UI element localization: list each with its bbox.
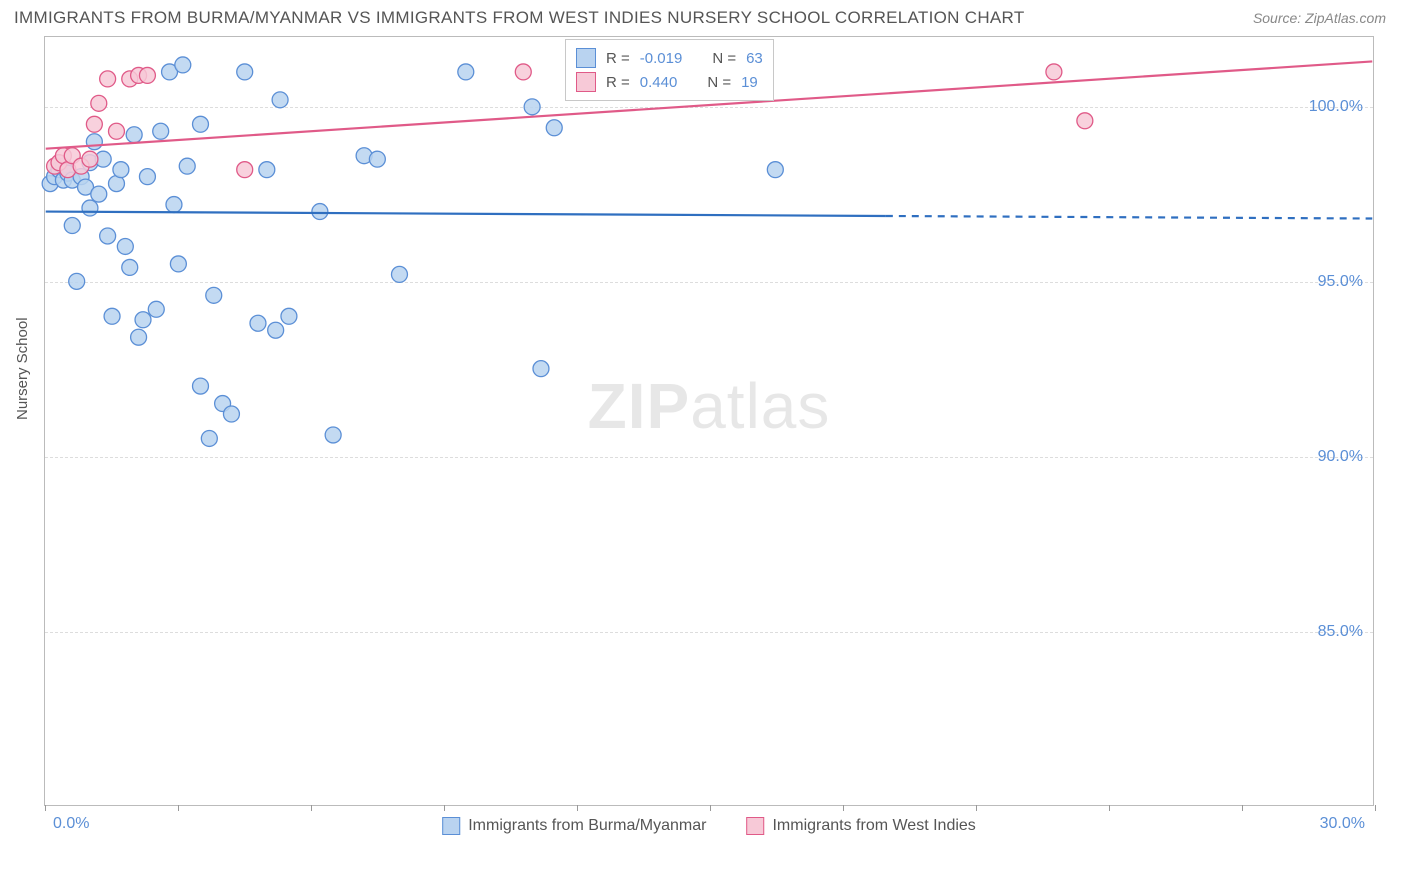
x-tick [311, 805, 312, 811]
scatter-point-series-a [546, 120, 562, 136]
scatter-point-series-a [91, 186, 107, 202]
x-tick [178, 805, 179, 811]
x-tick [843, 805, 844, 811]
scatter-point-series-a [533, 361, 549, 377]
scatter-point-series-a [113, 162, 129, 178]
scatter-point-series-a [179, 158, 195, 174]
scatter-point-series-a [153, 123, 169, 139]
legend-label-series-a: Immigrants from Burma/Myanmar [468, 817, 706, 835]
scatter-point-series-b [82, 151, 98, 167]
legend-label-series-b: Immigrants from West Indies [772, 817, 975, 835]
scatter-point-series-b [108, 123, 124, 139]
scatter-point-series-a [86, 134, 102, 150]
scatter-point-series-a [148, 301, 164, 317]
scatter-point-series-b [1046, 64, 1062, 80]
scatter-point-series-b [515, 64, 531, 80]
scatter-point-series-a [312, 204, 328, 220]
scatter-point-series-a [131, 329, 147, 345]
r-value-series-b: 0.440 [640, 74, 678, 91]
scatter-point-series-a [458, 64, 474, 80]
x-tick [45, 805, 46, 811]
bottom-legend: Immigrants from Burma/Myanmar Immigrants… [442, 817, 976, 835]
n-value-series-b: 19 [741, 74, 758, 91]
scatter-point-series-a [767, 162, 783, 178]
scatter-point-series-a [193, 378, 209, 394]
scatter-point-series-a [391, 266, 407, 282]
r-value-series-a: -0.019 [640, 50, 683, 67]
r-label: R = [606, 74, 630, 91]
chart-title: IMMIGRANTS FROM BURMA/MYANMAR VS IMMIGRA… [14, 8, 1025, 28]
scatter-point-series-a [272, 92, 288, 108]
x-tick [444, 805, 445, 811]
scatter-point-series-a [175, 57, 191, 73]
source-attribution: Source: ZipAtlas.com [1253, 10, 1386, 26]
legend-swatch-series-a [576, 48, 596, 68]
scatter-point-series-a [369, 151, 385, 167]
x-tick [976, 805, 977, 811]
n-label: N = [712, 50, 736, 67]
scatter-point-series-a [117, 238, 133, 254]
x-axis-min-label: 0.0% [53, 815, 89, 833]
trend-line-series-a-dashed [886, 216, 1372, 219]
x-tick [577, 805, 578, 811]
scatter-point-series-a [237, 64, 253, 80]
scatter-point-series-a [259, 162, 275, 178]
scatter-point-series-a [104, 308, 120, 324]
scatter-point-series-a [170, 256, 186, 272]
scatter-point-series-b [1077, 113, 1093, 129]
scatter-point-series-a [100, 228, 116, 244]
legend-row-series-b: R = 0.440 N = 19 [576, 70, 763, 94]
scatter-point-series-a [126, 127, 142, 143]
scatter-point-series-a [201, 430, 217, 446]
scatter-point-series-a [524, 99, 540, 115]
scatter-point-series-a [135, 312, 151, 328]
legend-item-series-a: Immigrants from Burma/Myanmar [442, 817, 706, 835]
r-label: R = [606, 50, 630, 67]
legend-row-series-a: R = -0.019 N = 63 [576, 46, 763, 70]
scatter-svg [45, 37, 1373, 805]
scatter-point-series-a [69, 273, 85, 289]
n-value-series-a: 63 [746, 50, 763, 67]
scatter-point-series-b [100, 71, 116, 87]
legend-item-series-b: Immigrants from West Indies [746, 817, 975, 835]
scatter-point-series-b [86, 116, 102, 132]
correlation-legend-box: R = -0.019 N = 63 R = 0.440 N = 19 [565, 39, 774, 101]
scatter-point-series-a [223, 406, 239, 422]
trend-line-series-a [46, 212, 886, 216]
scatter-point-series-a [281, 308, 297, 324]
legend-swatch-b-icon [746, 817, 764, 835]
legend-swatch-a-icon [442, 817, 460, 835]
scatter-point-series-a [139, 169, 155, 185]
x-tick [710, 805, 711, 811]
scatter-point-series-b [237, 162, 253, 178]
scatter-point-series-a [82, 200, 98, 216]
scatter-point-series-a [268, 322, 284, 338]
n-label: N = [707, 74, 731, 91]
scatter-point-series-a [250, 315, 266, 331]
scatter-point-series-a [122, 259, 138, 275]
scatter-point-series-b [91, 95, 107, 111]
scatter-point-series-a [193, 116, 209, 132]
scatter-point-series-a [325, 427, 341, 443]
scatter-point-series-a [166, 197, 182, 213]
y-axis-title: Nursery School [14, 317, 31, 420]
scatter-point-series-a [64, 218, 80, 234]
x-tick [1242, 805, 1243, 811]
x-tick [1375, 805, 1376, 811]
x-axis-max-label: 30.0% [1320, 815, 1365, 833]
legend-swatch-series-b [576, 72, 596, 92]
x-tick [1109, 805, 1110, 811]
chart-plot-area: 85.0%90.0%95.0%100.0% R = -0.019 N = 63 … [44, 36, 1374, 806]
scatter-point-series-a [206, 287, 222, 303]
scatter-point-series-b [139, 67, 155, 83]
